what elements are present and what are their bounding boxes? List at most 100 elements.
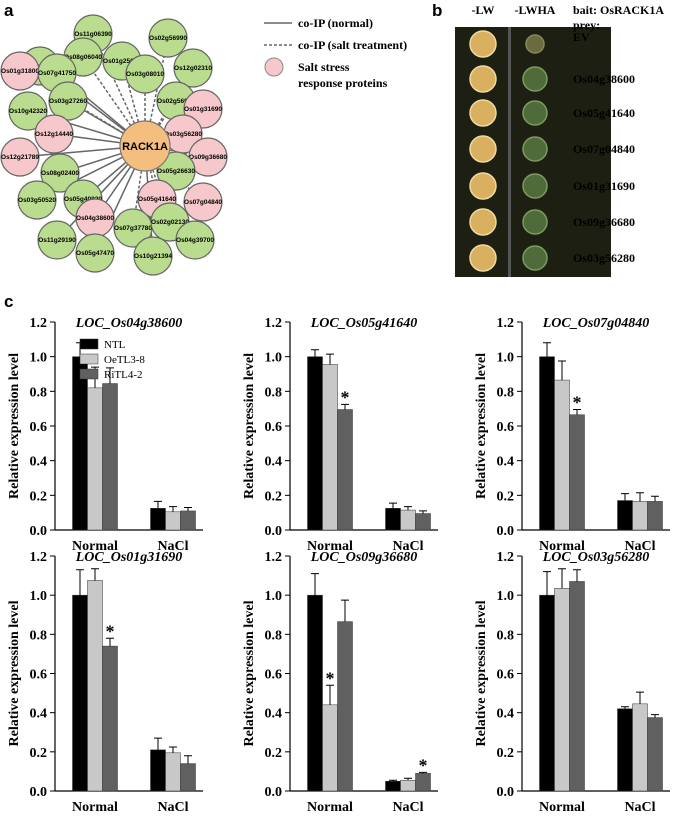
error-bar — [404, 777, 412, 781]
legend-text: co-IP (normal) — [298, 16, 373, 30]
network-edge — [132, 145, 146, 229]
network-node — [183, 182, 223, 222]
node-label: Os10g42320 — [9, 108, 47, 115]
significance: * — [573, 393, 582, 413]
y-axis-label: Relative expression level — [7, 353, 22, 499]
error-bar — [326, 684, 334, 705]
y-tick-label: 0.8 — [30, 628, 48, 643]
y-axis-label: Relative expression level — [242, 353, 257, 499]
error-bar — [404, 506, 412, 511]
y-tick-label: 0.8 — [265, 628, 283, 643]
error-bar — [154, 500, 162, 509]
prey-header: prey: — [573, 18, 600, 32]
bar — [87, 387, 103, 531]
error-bar — [558, 360, 566, 381]
legend-label: OeTL3-8 — [104, 354, 145, 366]
chart: 0.0 0.2 0.4 0.6 0.8 1.0 1.2 Relative expression… — [242, 316, 438, 554]
prey-label: Os09g36680 — [573, 215, 635, 229]
center-label: RACK1A — [122, 141, 168, 153]
node-label: Os01g25610 — [103, 58, 141, 65]
bar — [385, 508, 401, 531]
y-tick-label: 1.2 — [497, 550, 515, 565]
network-node — [175, 220, 215, 260]
node-label: Os04g39700 — [176, 237, 214, 244]
chart-title: LOC_Os05g41640 — [310, 316, 418, 331]
significance: * — [419, 755, 428, 775]
bar — [180, 510, 196, 531]
y-tick-label: 0.6 — [30, 420, 48, 435]
error-bar — [558, 568, 566, 589]
plate-divider — [508, 27, 511, 277]
y-tick-label: 0.4 — [497, 707, 515, 722]
error-bar — [651, 495, 659, 502]
node-label: Os01g31690 — [184, 106, 222, 113]
colony — [522, 66, 548, 92]
node-label: Os11g06390 — [74, 31, 112, 38]
node-label: Os12g02310 — [174, 65, 212, 72]
error-bar — [91, 568, 99, 581]
y-tick-label: 1.0 — [497, 351, 515, 366]
node-label: Os02g56960 — [157, 98, 195, 105]
error-bar — [311, 349, 319, 357]
bar — [569, 414, 585, 531]
error-bar — [573, 569, 581, 582]
center-node — [119, 120, 171, 172]
y-tick-label: 0.4 — [30, 455, 48, 470]
error-bar — [169, 746, 177, 753]
bar — [554, 588, 570, 792]
prey-label: Os04g38600 — [573, 72, 635, 86]
legend-swatch — [79, 353, 99, 365]
bar — [415, 513, 431, 531]
y-axis-label: Relative expression level — [7, 600, 22, 746]
y-tick-label: 0.2 — [497, 746, 515, 761]
network-node — [125, 54, 165, 94]
y-tick-label: 0.4 — [30, 707, 48, 722]
y-tick-label: 0.8 — [30, 385, 48, 400]
y-tick-label: 0.6 — [265, 668, 283, 683]
error-bar — [341, 599, 349, 622]
chart: 0.0 0.2 0.4 0.6 0.8 1.0 1.2 Relative expression… — [242, 550, 438, 815]
bar — [400, 509, 416, 531]
legend-text: co-IP (salt treatment) — [298, 38, 407, 52]
y-tick-label: 0.8 — [497, 385, 515, 400]
y-tick-label: 0.8 — [265, 385, 283, 400]
node-label: Os09g36680 — [189, 154, 227, 161]
y-tick-label: 0.6 — [497, 668, 515, 683]
node-label: Os03g50520 — [18, 197, 56, 204]
significance: * — [326, 668, 335, 688]
x-tick-label: Normal — [72, 800, 118, 815]
significance: * — [106, 621, 115, 641]
prey-label: Os01g31690 — [573, 179, 635, 193]
bar — [87, 580, 103, 792]
bar — [554, 379, 570, 531]
network-legend: co-IP (normal) co-IP (salt treatment) Sa… — [264, 16, 407, 90]
chart-title: LOC_Os09g36680 — [310, 550, 418, 565]
node-label: Os05g41640 — [138, 196, 176, 203]
panel-letter: b — [432, 1, 442, 20]
bar — [400, 779, 416, 792]
x-tick-label: Normal — [539, 800, 585, 815]
bar — [337, 409, 353, 531]
y-tick-label: 1.0 — [265, 351, 283, 366]
error-bar — [651, 714, 659, 718]
charts: 0.0 0.2 0.4 0.6 0.8 1.0 1.2 Relative expression… — [7, 316, 670, 815]
bar — [307, 594, 323, 792]
prey-label: Os03g56280 — [573, 251, 635, 265]
bar — [72, 356, 88, 531]
bar — [150, 749, 166, 792]
node-label: Os03g56280 — [164, 131, 202, 138]
y-tick-label: 0.2 — [265, 489, 283, 504]
bar — [617, 500, 633, 531]
error-bar — [106, 367, 114, 384]
bar — [102, 383, 118, 531]
y-tick-label: 0.0 — [497, 524, 515, 539]
colony — [469, 244, 497, 272]
bar — [165, 511, 181, 531]
node-label: Os08g06040 — [64, 54, 102, 61]
node-label: Os01g31800 — [1, 68, 39, 75]
colony — [522, 136, 548, 162]
bar — [385, 780, 401, 792]
node-label: Os02g56990 — [149, 35, 187, 42]
y-tick-label: 0.6 — [265, 420, 283, 435]
colony — [469, 30, 497, 58]
